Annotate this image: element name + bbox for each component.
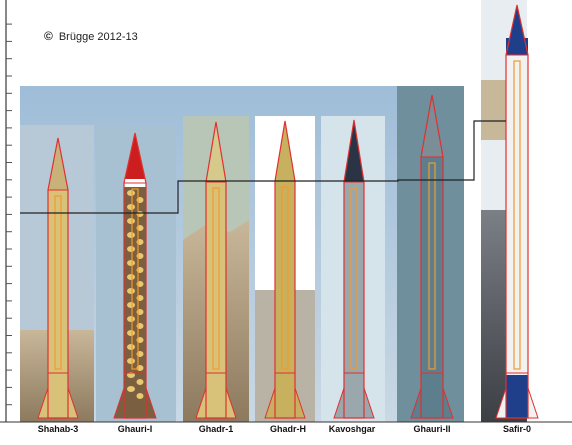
safir-fairing-band <box>506 38 528 52</box>
camo-spot <box>127 190 135 196</box>
rocket-fin-right <box>527 387 539 419</box>
rocket-outline <box>274 120 296 419</box>
tank-outline <box>350 187 358 370</box>
copyright-icon: © <box>44 29 53 43</box>
camo-spot <box>127 218 135 224</box>
camo-spot <box>127 288 135 294</box>
rocket-ghadr-h <box>264 120 306 419</box>
label-ghadr-1: Ghadr-1 <box>198 424 234 434</box>
rocket-outline <box>505 4 529 419</box>
tank-outline <box>131 188 139 370</box>
rocket-body <box>421 157 443 418</box>
label-kavoshgar: Kavoshgar <box>328 424 376 434</box>
camo-spot <box>127 204 135 210</box>
height-scale-ruler <box>5 0 12 423</box>
rocket-kavoshgar <box>333 119 375 419</box>
camo-spot <box>127 302 135 308</box>
rocket-outline <box>205 121 227 419</box>
label-ghauri-ii: Ghauri-II <box>413 424 451 434</box>
rocket-body <box>48 190 68 418</box>
rockets-group <box>37 4 539 419</box>
height-step-line <box>20 120 506 214</box>
rocket-nose <box>124 133 146 183</box>
camo-spot <box>127 344 135 350</box>
camo-spot <box>127 316 135 322</box>
rocket-ghauri-ii <box>410 94 454 419</box>
camo-spot <box>127 386 135 392</box>
tank-outline <box>428 162 436 370</box>
rocket-nose <box>48 138 68 190</box>
camo-spot <box>127 330 135 336</box>
rocket-outline <box>47 137 69 419</box>
camo-spot <box>127 246 135 252</box>
camo-spot <box>127 260 135 266</box>
rocket-body <box>344 182 364 418</box>
rocket-outline <box>420 94 444 419</box>
safir-lower-stage <box>506 375 528 418</box>
photo-panels <box>20 0 527 422</box>
rocket-body <box>206 182 226 418</box>
rocket-nose <box>421 95 443 157</box>
copyright-notice: © Brügge 2012-13 <box>44 29 138 43</box>
rocket-outline <box>123 132 147 419</box>
tank-outline <box>212 187 220 370</box>
copyright-text: Brügge 2012-13 <box>58 31 138 43</box>
rocket-shahab-3 <box>37 137 79 419</box>
rocket-ghadr-1 <box>195 121 237 419</box>
camo-spot <box>127 232 135 238</box>
tank-outline <box>281 186 289 370</box>
rocket-nose <box>275 121 295 181</box>
rocket-nose <box>344 120 364 182</box>
tank-outline <box>513 60 521 370</box>
rocket-safir-0 <box>495 4 539 419</box>
camo-spot <box>127 358 135 364</box>
rocket-body <box>275 181 295 418</box>
rocket-nose <box>206 122 226 182</box>
rocket-body <box>506 55 528 418</box>
camo-spot <box>136 393 144 399</box>
tank-outline <box>54 195 62 370</box>
label-safir-0: Safir-0 <box>502 424 531 434</box>
rocket-outline <box>343 119 365 419</box>
label-ghauri-i: Ghauri-I <box>117 424 153 434</box>
rocket-ghauri-i <box>113 132 157 419</box>
camo-spot <box>127 274 135 280</box>
label-shahab-3: Shahab-3 <box>37 424 79 434</box>
label-ghadr-h: Ghadr-H <box>270 424 306 434</box>
camo-spot <box>136 379 144 385</box>
